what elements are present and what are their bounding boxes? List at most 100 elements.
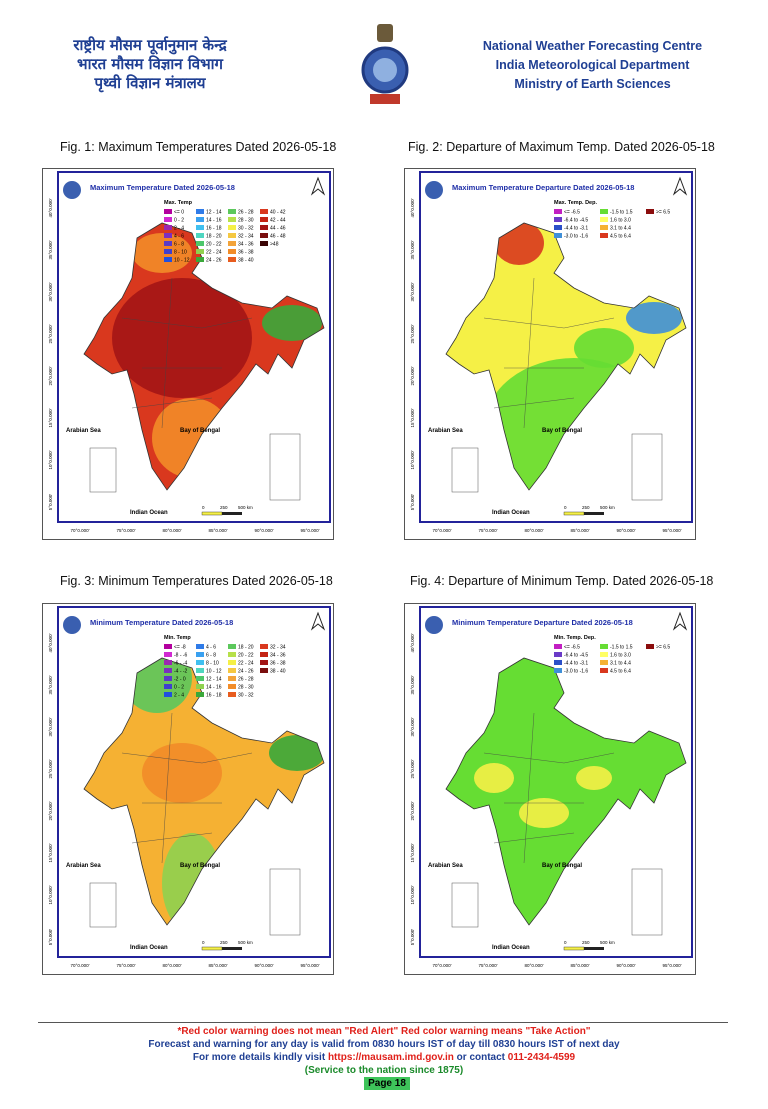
legend-swatch (600, 233, 608, 238)
map-panel: Minimum Temperature Departure Dated 2026… (404, 603, 696, 975)
legend-swatch (600, 668, 608, 673)
sea-label: Arabian Sea (66, 428, 101, 434)
legend-swatch (260, 241, 268, 246)
scale-label: 250 (582, 940, 590, 945)
map-region (576, 766, 612, 790)
legend-label: -3.0 to -1.6 (564, 669, 588, 675)
inset-box (89, 882, 117, 928)
legend-swatch (554, 233, 562, 238)
legend-swatch (228, 644, 236, 649)
map-region (142, 743, 222, 803)
sea-label: Arabian Sea (428, 428, 463, 434)
lat-label: 30°0.000' (410, 282, 415, 301)
legend-swatch (196, 692, 204, 697)
legend-label: 46 - 48 (270, 234, 286, 240)
legend-label: -4.4 to -3.1 (564, 661, 588, 667)
legend-label: 24 - 26 (238, 669, 254, 675)
footer-url: https://mausam.imd.gov.in (327, 1052, 454, 1063)
legend-label: 42 - 44 (270, 218, 286, 224)
scale-bar (563, 946, 585, 951)
legend-swatch (164, 676, 172, 681)
legend-label: -8 - -6 (174, 653, 188, 659)
footer-validity: Forecast and warning for any day is vali… (148, 1039, 620, 1050)
legend-swatch (600, 209, 608, 214)
legend-swatch (228, 217, 236, 222)
legend-swatch (196, 684, 204, 689)
english-line: Ministry of Earth Sciences (514, 77, 671, 91)
hindi-header: राष्ट्रीय मौसम पूर्वानुमान केन्द्र भारत … (40, 36, 260, 93)
scale-bar (584, 512, 604, 515)
sea-label: Indian Ocean (492, 945, 530, 951)
sea-label: Arabian Sea (66, 863, 101, 869)
lon-label: 70°0.000' (71, 528, 90, 533)
legend-swatch (164, 692, 172, 697)
legend-label: 28 - 30 (238, 218, 254, 224)
legend-swatch (196, 233, 204, 238)
lon-label: 90°0.000' (255, 963, 274, 968)
legend-swatch (646, 209, 654, 214)
sea-label: Bay of Bengal (542, 863, 582, 869)
lon-label: 70°0.000' (71, 963, 90, 968)
lon-label: 75°0.000' (479, 528, 498, 533)
map-title: Maximum Temperature Dated 2026-05-18 (90, 183, 235, 192)
scale-bar (222, 512, 242, 515)
legend-swatch (196, 217, 204, 222)
legend-label: <= -8 (174, 645, 186, 651)
map-title: Minimum Temperature Dated 2026-05-18 (90, 618, 233, 627)
legend-label: <= -6.5 (564, 210, 580, 216)
lon-label: 85°0.000' (571, 963, 590, 968)
legend-label: -6.4 to -4.5 (564, 653, 588, 659)
english-line: India Meteorological Department (495, 58, 690, 72)
lon-label: 95°0.000' (663, 528, 682, 533)
inset-box (269, 868, 301, 936)
legend-title: Min. Temp. Dep. (554, 635, 596, 641)
map-region (269, 735, 324, 771)
legend-swatch (164, 217, 172, 222)
lon-label: 70°0.000' (433, 528, 452, 533)
legend-swatch (554, 209, 562, 214)
lat-label: 10°0.000' (48, 885, 53, 904)
legend-label: -1.5 to 1.5 (610, 645, 633, 651)
sea-label: Indian Ocean (492, 510, 530, 516)
scale-label: 0 (202, 940, 205, 945)
scale-label: 0 (202, 505, 205, 510)
legend-swatch (196, 209, 204, 214)
lat-label: 25°0.000' (410, 759, 415, 778)
scale-label: 500 km (600, 505, 615, 510)
lon-label: 85°0.000' (209, 963, 228, 968)
lat-label: 30°0.000' (410, 717, 415, 736)
legend-swatch (554, 217, 562, 222)
legend-label: 30 - 32 (238, 693, 254, 699)
legend-label: >= 6.5 (656, 645, 670, 651)
footer-phone: 011-2434-4599 (507, 1052, 576, 1063)
lat-label: 10°0.000' (410, 885, 415, 904)
north-arrow (310, 611, 326, 631)
inset-box (451, 882, 479, 928)
scale-label: 0 (564, 505, 567, 510)
legend-swatch (228, 660, 236, 665)
legend-swatch (260, 652, 268, 657)
legend-label: -6.4 to -4.5 (564, 218, 588, 224)
legend-label: 38 - 40 (238, 258, 254, 264)
legend-swatch (164, 644, 172, 649)
india-outline (445, 222, 687, 491)
legend-label: 1.6 to 3.0 (610, 218, 631, 224)
legend-swatch (554, 652, 562, 657)
hindi-line: पृथ्वी विज्ञान मंत्रालय (94, 74, 206, 92)
legend-label: 28 - 30 (238, 685, 254, 691)
legend-swatch (600, 225, 608, 230)
lat-label: 25°0.000' (48, 324, 53, 343)
legend-swatch (228, 684, 236, 689)
legend-label: 38 - 40 (270, 669, 286, 675)
emblem-icon (425, 616, 443, 634)
emblem (361, 24, 409, 104)
lat-label: 10°0.000' (410, 450, 415, 469)
legend-label: <= 0 (174, 210, 184, 216)
india-outline (83, 222, 325, 491)
lon-label: 95°0.000' (663, 963, 682, 968)
legend-swatch (600, 652, 608, 657)
inset-box (451, 447, 479, 493)
lat-label: 35°0.000' (48, 675, 53, 694)
english-line: National Weather Forecasting Centre (482, 39, 703, 53)
